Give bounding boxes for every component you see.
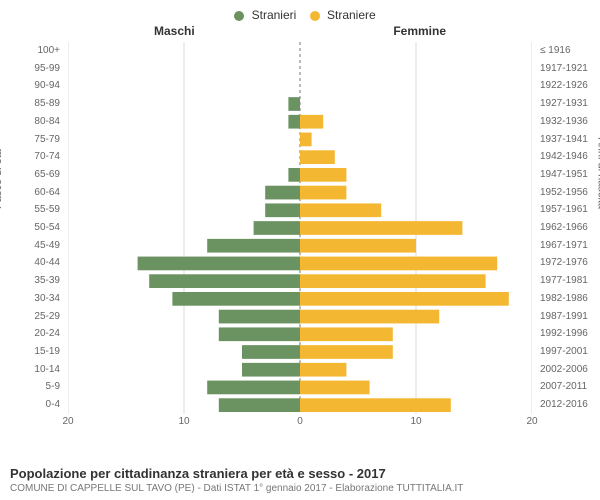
age-label: 30-34 — [0, 290, 60, 308]
bar-male — [242, 345, 300, 359]
legend-dot-male — [234, 11, 244, 21]
birth-label: 2012-2016 — [540, 396, 600, 414]
x-tick: 0 — [297, 416, 303, 427]
bar-male — [207, 239, 300, 253]
age-label: 85-89 — [0, 95, 60, 113]
bar-female — [300, 363, 346, 377]
bar-male — [219, 327, 300, 341]
legend: Stranieri Straniere — [4, 8, 596, 22]
bar-male — [149, 274, 300, 288]
chart-title: Popolazione per cittadinanza straniera p… — [10, 466, 590, 481]
birth-label: 1917-1921 — [540, 60, 600, 78]
bar-male — [288, 168, 300, 182]
bar-male — [207, 381, 300, 395]
bar-male — [265, 203, 300, 217]
birth-label: 1932-1936 — [540, 113, 600, 131]
bar-female — [300, 115, 323, 129]
bar-male — [172, 292, 300, 306]
birth-label: 1982-1986 — [540, 290, 600, 308]
birth-label: 1977-1981 — [540, 272, 600, 290]
birth-label: 1952-1956 — [540, 184, 600, 202]
bar-female — [300, 327, 393, 341]
age-label: 0-4 — [0, 396, 60, 414]
birth-label: 1937-1941 — [540, 131, 600, 149]
age-label: 55-59 — [0, 201, 60, 219]
y-labels-age: 100+95-9990-9485-8980-8475-7970-7465-696… — [4, 42, 64, 436]
age-label: 70-74 — [0, 148, 60, 166]
header-male: Maschi — [154, 24, 195, 38]
bar-female — [300, 133, 312, 147]
bar-male — [219, 310, 300, 324]
age-label: 100+ — [0, 42, 60, 60]
age-label: 20-24 — [0, 325, 60, 343]
bar-female — [300, 186, 346, 200]
x-axis: 201001020 — [68, 416, 532, 436]
birth-label: 2002-2006 — [540, 361, 600, 379]
birth-label: 1942-1946 — [540, 148, 600, 166]
birth-label: 1997-2001 — [540, 343, 600, 361]
bar-female — [300, 292, 509, 306]
bar-male — [219, 398, 300, 412]
legend-dot-female — [310, 11, 320, 21]
birth-label: 1962-1966 — [540, 219, 600, 237]
bar-female — [300, 168, 346, 182]
age-label: 80-84 — [0, 113, 60, 131]
birth-label: ≤ 1916 — [540, 42, 600, 60]
population-pyramid-chart: Stranieri Straniere Maschi Femmine Fasce… — [0, 0, 600, 500]
pyramid-svg — [68, 42, 532, 414]
birth-label: 1922-1926 — [540, 77, 600, 95]
birth-label: 1947-1951 — [540, 166, 600, 184]
age-label: 45-49 — [0, 237, 60, 255]
age-label: 75-79 — [0, 131, 60, 149]
birth-label: 2007-2011 — [540, 378, 600, 396]
bar-female — [300, 345, 393, 359]
plot: Fasce di età Anni di nascita 100+95-9990… — [4, 42, 596, 436]
birth-label: 1967-1971 — [540, 237, 600, 255]
bar-male — [265, 186, 300, 200]
footer: Popolazione per cittadinanza straniera p… — [10, 466, 590, 494]
bar-female — [300, 274, 486, 288]
bar-female — [300, 398, 451, 412]
bar-female — [300, 310, 439, 324]
bar-female — [300, 257, 497, 271]
age-label: 25-29 — [0, 308, 60, 326]
legend-label-female: Straniere — [327, 8, 376, 22]
bar-female — [300, 203, 381, 217]
bar-female — [300, 381, 370, 395]
bar-male — [138, 257, 300, 271]
y-labels-birth: ≤ 19161917-19211922-19261927-19311932-19… — [536, 42, 596, 436]
birth-label: 1957-1961 — [540, 201, 600, 219]
bar-male — [288, 97, 300, 111]
x-tick: 20 — [62, 416, 73, 427]
age-label: 60-64 — [0, 184, 60, 202]
x-tick: 10 — [410, 416, 421, 427]
bar-female — [300, 150, 335, 164]
age-label: 90-94 — [0, 77, 60, 95]
birth-label: 1992-1996 — [540, 325, 600, 343]
x-tick: 20 — [526, 416, 537, 427]
x-tick: 10 — [178, 416, 189, 427]
legend-label-male: Stranieri — [252, 8, 297, 22]
age-label: 35-39 — [0, 272, 60, 290]
age-label: 10-14 — [0, 361, 60, 379]
birth-label: 1987-1991 — [540, 308, 600, 326]
age-label: 95-99 — [0, 60, 60, 78]
bar-male — [254, 221, 300, 235]
plot-area — [68, 42, 532, 414]
chart-subtitle: COMUNE DI CAPPELLE SUL TAVO (PE) - Dati … — [10, 483, 590, 494]
bar-male — [242, 363, 300, 377]
bar-female — [300, 221, 462, 235]
birth-label: 1927-1931 — [540, 95, 600, 113]
birth-label: 1972-1976 — [540, 254, 600, 272]
age-label: 5-9 — [0, 378, 60, 396]
age-label: 65-69 — [0, 166, 60, 184]
column-headers: Maschi Femmine — [4, 24, 596, 42]
age-label: 15-19 — [0, 343, 60, 361]
header-female: Femmine — [393, 24, 446, 38]
age-label: 40-44 — [0, 254, 60, 272]
bar-female — [300, 239, 416, 253]
bar-male — [288, 115, 300, 129]
age-label: 50-54 — [0, 219, 60, 237]
